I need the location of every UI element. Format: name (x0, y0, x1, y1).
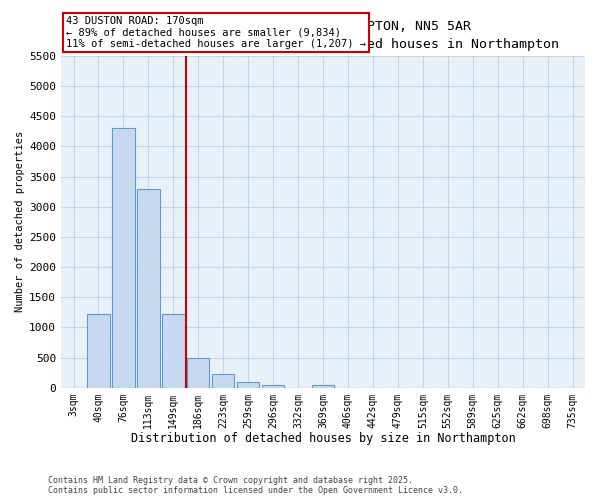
Bar (237, 382, 259, 388)
Bar (137, 188, 160, 388)
Bar (187, 358, 209, 388)
Bar (262, 386, 284, 388)
Title: 43, DUSTON ROAD, NORTHAMPTON, NN5 5AR
Size of property relative to detached hous: 43, DUSTON ROAD, NORTHAMPTON, NN5 5AR Si… (87, 20, 559, 50)
Bar (212, 374, 235, 388)
Bar (87, 314, 110, 388)
Y-axis label: Number of detached properties: Number of detached properties (15, 131, 25, 312)
X-axis label: Distribution of detached houses by size in Northampton: Distribution of detached houses by size … (131, 432, 515, 445)
Text: 43 DUSTON ROAD: 170sqm
← 89% of detached houses are smaller (9,834)
11% of semi-: 43 DUSTON ROAD: 170sqm ← 89% of detached… (66, 16, 366, 50)
Bar (162, 314, 185, 388)
Text: Contains HM Land Registry data © Crown copyright and database right 2025.
Contai: Contains HM Land Registry data © Crown c… (48, 476, 463, 495)
Bar (312, 384, 334, 388)
Bar (112, 128, 134, 388)
